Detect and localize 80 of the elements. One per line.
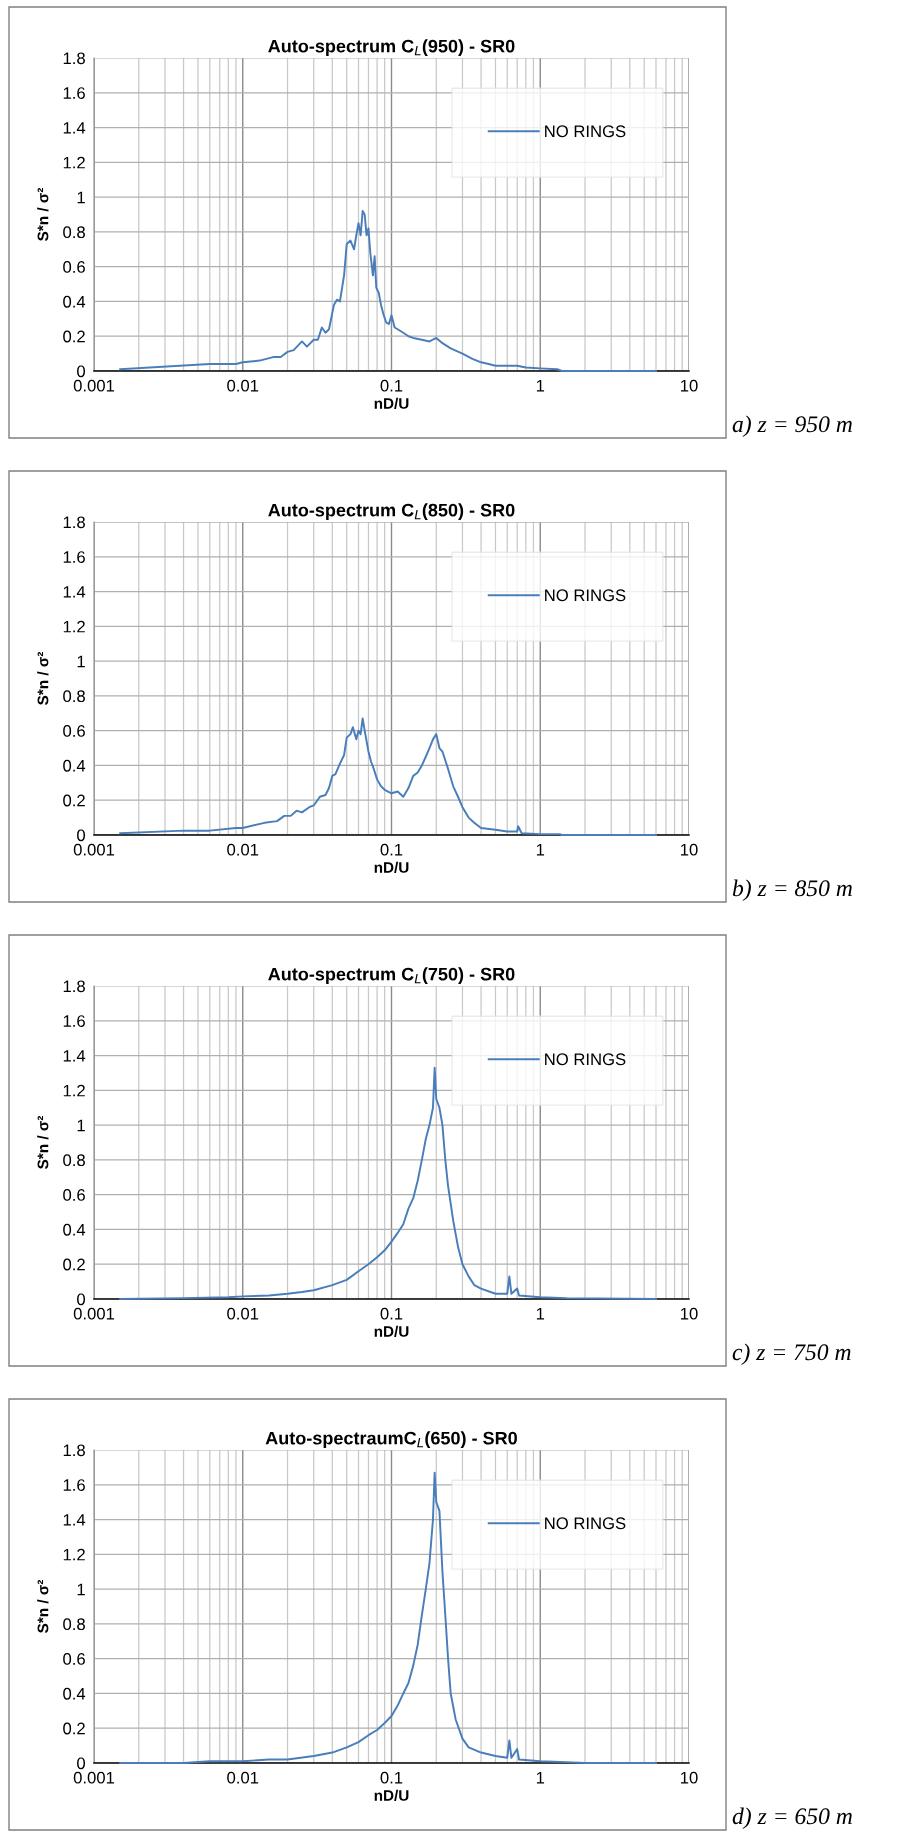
legend-label: NO RINGS xyxy=(545,1517,626,1530)
text: c) z = 750 m xyxy=(732,1343,851,1365)
y-tick-label: 0.4 xyxy=(63,1223,86,1236)
x-tick-label: 0.1 xyxy=(380,843,403,856)
text: b) z = 850 m xyxy=(732,879,852,901)
x-tick-label: 0.01 xyxy=(227,379,259,392)
y-tick-label: 1 xyxy=(77,191,85,204)
x-tick-label: 0.01 xyxy=(227,1307,259,1320)
legend-label: NO RINGS xyxy=(545,589,626,602)
y-tick-label: 1 xyxy=(77,1119,85,1132)
y-tick-label: 1.4 xyxy=(63,1050,86,1062)
y-tick-label: 0.8 xyxy=(63,1618,85,1631)
y-tick-label: 0.2 xyxy=(63,1258,85,1271)
y-tick-label: 1.8 xyxy=(63,52,85,65)
y-tick-label: 1.6 xyxy=(63,87,85,99)
x-tick-label: 1 xyxy=(536,1307,545,1320)
x-axis-title: nD/U xyxy=(374,1789,409,1802)
legend-label: NO RINGS xyxy=(545,125,626,138)
y-tick-label: 0.6 xyxy=(63,1189,85,1201)
y-tick-label: 0.4 xyxy=(63,295,86,308)
x-tick-label: 10 xyxy=(681,1307,698,1320)
y-tick-label: 1.6 xyxy=(63,1479,85,1491)
y-tick-label: 0 xyxy=(77,365,86,378)
x-tick-label: 0.1 xyxy=(380,1307,403,1320)
y-tick-label: 1.2 xyxy=(63,156,85,169)
y-tick-label: 1.6 xyxy=(63,551,85,563)
text: d) z = 650 m xyxy=(732,1807,852,1829)
y-tick-label: 0.8 xyxy=(63,690,85,703)
x-tick-label: 0.001 xyxy=(73,379,115,392)
y-tick-label: 1.6 xyxy=(63,1015,85,1027)
y-tick-label: 0.4 xyxy=(63,759,86,772)
x-axis-title: nD/U xyxy=(374,397,409,410)
y-axis-title: S*n / σ² xyxy=(37,1579,49,1633)
y-tick-label: 0 xyxy=(77,1757,86,1770)
y-tick-label: 0.2 xyxy=(63,794,85,807)
y-tick-label: 1.8 xyxy=(63,1444,85,1457)
x-tick-label: 10 xyxy=(681,379,698,392)
y-tick-label: 0.4 xyxy=(63,1687,86,1700)
y-axis-title: S*n / σ² xyxy=(37,187,49,241)
y-tick-label: 0.2 xyxy=(63,1722,85,1735)
y-tick-label: 1 xyxy=(77,1583,85,1596)
y-tick-label: 0.6 xyxy=(63,261,85,273)
y-tick-label: 0.6 xyxy=(63,1653,85,1665)
x-tick-label: 10 xyxy=(681,1771,698,1784)
y-axis-title: S*n / σ² xyxy=(37,651,49,705)
y-tick-label: 0.6 xyxy=(63,725,85,737)
chart-title: Auto-spectrum C$_{L}$(850) - SR0 xyxy=(268,503,515,521)
y-tick-label: 0.8 xyxy=(63,226,85,239)
y-tick-label: 1.8 xyxy=(63,980,85,993)
x-tick-label: 1 xyxy=(536,843,545,856)
x-tick-label: 0.1 xyxy=(380,379,403,392)
y-axis-title: S*n / σ² xyxy=(37,1115,49,1169)
chart-title: Auto-spectrum C$_{L}$(750) - SR0 xyxy=(268,967,515,985)
chart-title: Auto-spectrum C$_{L}$(950) - SR0 xyxy=(268,39,515,57)
x-axis-title: nD/U xyxy=(374,861,409,874)
x-axis-title: nD/U xyxy=(374,1325,409,1338)
y-tick-label: 1.2 xyxy=(63,1548,85,1561)
y-tick-label: 0 xyxy=(77,829,86,842)
x-tick-label: 0.001 xyxy=(73,1307,115,1320)
x-tick-label: 1 xyxy=(536,1771,545,1784)
chart-title: Auto-spectraumC$_{L}$(650) - SR0 xyxy=(265,1431,517,1449)
y-tick-label: 1.2 xyxy=(63,620,85,633)
y-tick-label: 0.8 xyxy=(63,1154,85,1167)
y-tick-label: 0 xyxy=(77,1293,86,1306)
x-tick-label: 10 xyxy=(681,843,698,856)
text: a) z = 950 m xyxy=(732,415,852,437)
x-tick-label: 0.001 xyxy=(73,843,115,856)
legend-label: NO RINGS xyxy=(545,1053,626,1066)
x-tick-label: 0.01 xyxy=(227,1771,259,1784)
y-tick-label: 0.2 xyxy=(63,330,85,343)
x-tick-label: 0.001 xyxy=(73,1771,115,1784)
y-tick-label: 1.8 xyxy=(63,516,85,529)
x-tick-label: 1 xyxy=(536,379,545,392)
y-tick-label: 1.4 xyxy=(63,586,86,598)
y-tick-label: 1.2 xyxy=(63,1084,85,1097)
x-tick-label: 0.1 xyxy=(380,1771,403,1784)
y-tick-label: 1.4 xyxy=(63,122,86,134)
y-tick-label: 1 xyxy=(77,655,85,668)
x-tick-label: 0.01 xyxy=(227,843,259,856)
y-tick-label: 1.4 xyxy=(63,1514,86,1526)
